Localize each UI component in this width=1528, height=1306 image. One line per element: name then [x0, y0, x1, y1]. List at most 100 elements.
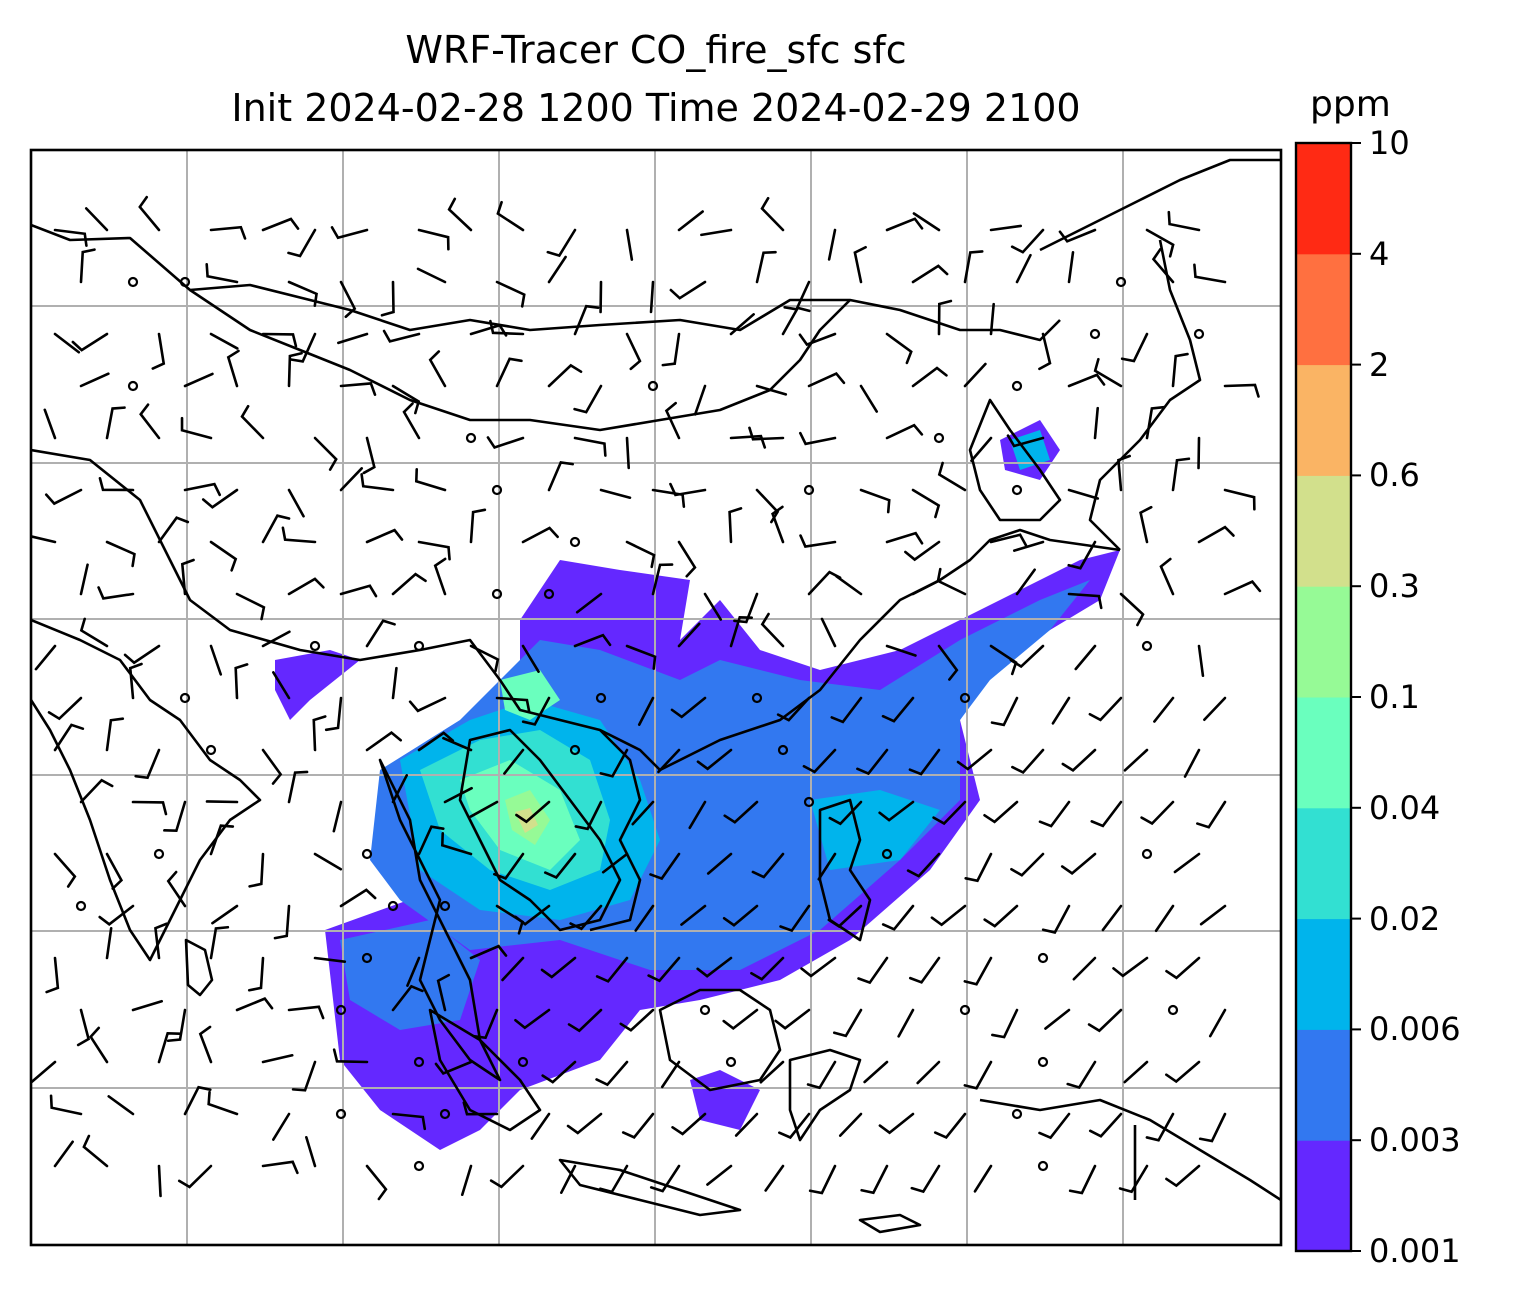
wind-barb	[495, 696, 531, 714]
wind-barb	[1072, 956, 1097, 981]
wind-barb	[963, 250, 984, 284]
calm-wind-circle	[361, 848, 373, 860]
colorbar-tick-label: 0.001	[1369, 1232, 1461, 1270]
calm-wind-circle	[309, 640, 321, 652]
wind-barb	[963, 1060, 993, 1090]
wind-barb	[881, 904, 915, 931]
wind-barb	[247, 956, 265, 992]
calm-wind-circle	[803, 484, 815, 496]
plume-level-1c	[690, 1070, 760, 1130]
wind-barb	[540, 956, 577, 979]
wind-barb	[970, 436, 993, 463]
wind-barb	[573, 436, 607, 457]
wind-barb	[514, 1008, 551, 1030]
coastlines-and-borders	[31, 158, 1281, 1234]
wind-barb	[1119, 592, 1145, 627]
colorbar-tick-label: 0.02	[1369, 899, 1441, 938]
wind-barb	[625, 228, 634, 261]
wind-barb	[1165, 1060, 1201, 1084]
wind-barb	[272, 671, 291, 700]
wind-barb	[1015, 253, 1032, 284]
wind-barb	[776, 696, 811, 722]
wind-barb	[201, 488, 239, 509]
calm-wind-circle	[1037, 1160, 1049, 1172]
map-gridlines	[31, 150, 1281, 1245]
wind-barb	[664, 401, 681, 440]
wind-barb	[817, 852, 837, 881]
wind-barb	[501, 956, 525, 982]
coastline-sulawesi	[788, 1048, 862, 1142]
wind-barb	[808, 1164, 837, 1195]
calm-wind-circle	[1011, 1108, 1023, 1120]
wind-barb	[750, 956, 785, 981]
wind-barb	[414, 467, 447, 492]
wind-barb	[469, 800, 499, 818]
wind-barb	[1196, 800, 1227, 829]
calm-wind-circle	[881, 848, 893, 860]
wind-barb	[79, 372, 110, 388]
coastline-india	[31, 618, 262, 962]
wind-barb	[838, 1112, 863, 1137]
wind-barb	[799, 534, 837, 548]
map-frame	[29, 148, 1283, 1247]
wind-barb	[209, 824, 235, 856]
wind-barb	[828, 800, 863, 826]
wind-barb	[1153, 696, 1175, 723]
wind-barb	[447, 197, 473, 232]
wind-barb	[856, 748, 889, 776]
wind-barb	[669, 482, 707, 497]
colorbar-segment	[1296, 697, 1351, 809]
wind-barb	[991, 1008, 1019, 1039]
wind-barb	[688, 800, 707, 830]
wind-barb	[1154, 904, 1175, 933]
wind-barb	[989, 224, 1023, 232]
wind-barb	[76, 1008, 91, 1047]
wind-barb	[859, 384, 879, 413]
wind-barb	[240, 404, 265, 440]
wind-barb	[956, 748, 993, 771]
wind-barb	[677, 210, 704, 232]
calm-wind-circle	[1193, 328, 1205, 340]
wind-barb	[97, 586, 135, 600]
colorbar-segment	[1296, 918, 1351, 1030]
colorbar-segment	[1296, 586, 1351, 698]
wind-barb	[771, 505, 785, 544]
colorbar-segment	[1296, 253, 1351, 366]
wind-barb	[1074, 644, 1097, 671]
wind-barb	[760, 196, 785, 232]
wind-barb	[163, 800, 187, 833]
wind-barb	[759, 1060, 785, 1084]
wind-barb	[1223, 383, 1260, 398]
wind-barb	[1038, 800, 1071, 828]
wind-barb	[287, 488, 305, 518]
wind-barb	[649, 1164, 681, 1193]
wind-barb	[1183, 748, 1201, 778]
calm-wind-circle	[517, 1056, 529, 1068]
wind-barb	[43, 408, 57, 440]
coastline-japan	[1088, 239, 1202, 551]
wind-barb	[1120, 332, 1149, 363]
wind-barb	[79, 248, 96, 284]
plume-level-1b	[275, 650, 360, 720]
wind-barb	[1051, 696, 1071, 725]
wind-barb	[515, 800, 551, 824]
wind-barb	[235, 592, 266, 621]
coastline-newguinea	[979, 1098, 1281, 1202]
wind-barb	[365, 528, 404, 544]
calm-wind-circle	[335, 1108, 347, 1120]
wind-barb	[312, 715, 327, 752]
wind-barb	[910, 1164, 941, 1194]
colorbar-tick-label: 0.003	[1369, 1121, 1461, 1160]
wind-barb	[827, 904, 863, 928]
wind-barb	[669, 280, 707, 300]
wind-barb	[634, 904, 655, 932]
wind-barb	[779, 904, 811, 933]
wind-barb	[287, 577, 325, 596]
wind-barb	[209, 225, 247, 240]
wind-barb	[1223, 580, 1262, 596]
colorbar-tick-label: 0.006	[1369, 1010, 1461, 1049]
wind-barb	[183, 1085, 212, 1116]
wind-barb	[98, 904, 135, 926]
calm-wind-circle	[75, 900, 87, 912]
